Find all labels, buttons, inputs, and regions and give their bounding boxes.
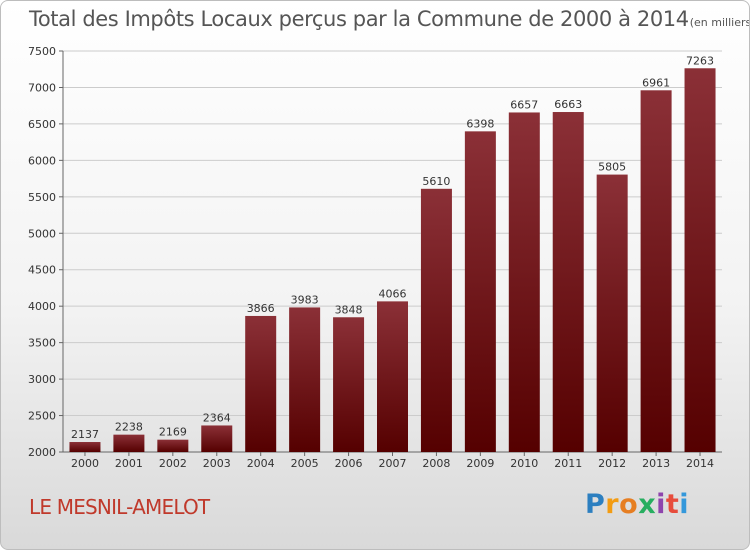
x-tick-label: 2001 [115,457,143,470]
bar-value-label: 6398 [466,117,494,130]
logo-letter: r [605,489,620,520]
bar [596,174,628,452]
bar-value-label: 2169 [159,426,187,439]
bar [333,317,365,452]
logo-letter: x [638,489,657,520]
bar [464,131,496,452]
bar [508,112,540,452]
bar [201,425,233,452]
logo-letter: P [585,489,606,520]
bar-value-label: 6663 [554,98,582,111]
y-tick-label: 2000 [28,446,56,459]
x-tick-label: 2006 [335,457,363,470]
bar [69,442,101,452]
bar [552,112,584,453]
x-tick-label: 2002 [159,457,187,470]
bar [113,434,145,452]
logo-letter: i [679,489,690,520]
x-tick-label: 2008 [422,457,450,470]
x-tick-label: 2014 [686,457,714,470]
x-tick-label: 2012 [598,457,626,470]
y-tick-label: 6000 [28,154,56,167]
bar [157,439,189,452]
bar [377,301,408,452]
bar-value-label: 3983 [291,293,319,306]
logo-letter: t [665,489,680,520]
x-tick-label: 2007 [379,457,407,470]
commune-name: LE MESNIL-AMELOT [29,495,210,519]
y-tick-label: 5000 [28,227,56,240]
chart-title-unit: (en milliers d'€) [689,16,750,29]
bar [289,307,321,452]
y-tick-label: 3500 [28,337,56,350]
bar-value-label: 3866 [247,302,275,315]
x-tick-label: 2000 [71,457,99,470]
bar [640,90,672,452]
bar-value-label: 5610 [422,175,450,188]
bar-value-label: 6657 [510,98,538,111]
y-tick-label: 2500 [28,410,56,423]
y-tick-label: 3000 [28,373,56,386]
bar-value-label: 2137 [71,428,99,441]
x-tick-label: 2010 [510,457,538,470]
x-tick-label: 2003 [203,457,231,470]
logo-letter: i [656,489,666,520]
y-tick-label: 7500 [28,45,56,58]
x-tick-label: 2013 [642,457,670,470]
bar-value-label: 2238 [115,421,143,434]
bar-value-label: 4066 [379,287,407,300]
y-tick-label: 5500 [28,191,56,204]
bar-value-label: 2364 [203,411,231,424]
bar [420,188,452,452]
bar-value-label: 6961 [642,76,670,89]
y-tick-label: 7000 [28,81,56,94]
y-tick-label: 6500 [28,118,56,131]
logo-letter: o [619,489,639,520]
x-tick-label: 2009 [466,457,494,470]
x-tick-label: 2004 [247,457,275,470]
proxiti-logo: Proxiti [585,489,689,520]
chart-title: Total des Impôts Locaux perçus par la Co… [29,7,750,31]
bar [684,68,716,453]
x-tick-label: 2005 [291,457,319,470]
bar-value-label: 7263 [686,54,714,67]
bar [245,315,277,452]
bar-value-label: 3848 [335,303,363,316]
bar-value-label: 5805 [598,161,626,174]
y-tick-label: 4000 [28,300,56,313]
y-tick-label: 4500 [28,264,56,277]
x-tick-label: 2011 [554,457,582,470]
chart-title-main: Total des Impôts Locaux perçus par la Co… [29,7,689,31]
